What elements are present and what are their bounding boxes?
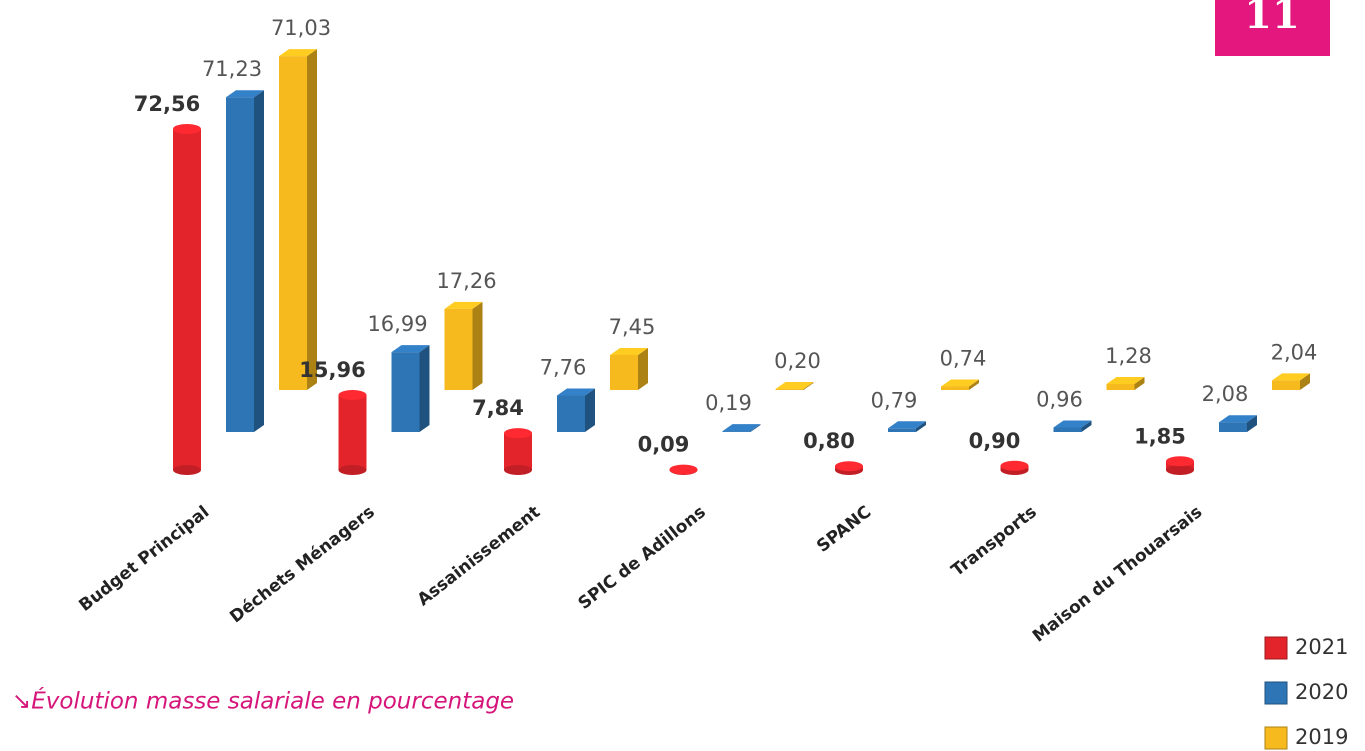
page-number: 11 — [1244, 0, 1300, 38]
bar-top — [279, 49, 317, 57]
value-label: 71,23 — [202, 57, 262, 81]
value-label: 15,96 — [299, 358, 365, 382]
value-label: 0,09 — [638, 433, 690, 457]
bar-side — [1134, 376, 1145, 390]
value-label: 0,20 — [774, 349, 821, 373]
bar-top — [338, 389, 367, 400]
bar-top — [1000, 460, 1029, 471]
bar-top — [888, 421, 926, 429]
value-label: 7,45 — [609, 315, 656, 339]
value-label: 7,76 — [540, 356, 587, 380]
bar-side — [1081, 420, 1092, 432]
value-label: 72,56 — [134, 92, 200, 116]
bar-side — [419, 345, 430, 432]
bar — [888, 428, 916, 432]
legend-swatch — [1264, 726, 1288, 750]
x-tick-label: Déchets Ménagers — [226, 502, 378, 627]
bar-side — [472, 301, 483, 390]
bar — [279, 56, 307, 391]
value-label: 0,80 — [803, 429, 855, 453]
legend-swatch — [1264, 636, 1288, 660]
bar-top — [1166, 456, 1194, 467]
x-tick-label: SPANC — [813, 502, 875, 557]
bar — [775, 389, 804, 390]
bar — [722, 431, 751, 432]
x-tick-label: Assainissement — [414, 502, 544, 610]
caption: ↘Évolution masse salariale en pourcentag… — [12, 687, 514, 715]
legend-swatch — [1264, 681, 1288, 705]
bar-top — [444, 301, 483, 309]
bar-top — [775, 382, 814, 390]
x-tick-label: Transports — [948, 502, 1041, 581]
bar-side — [307, 49, 317, 391]
bar-bottom — [338, 465, 367, 475]
value-label: 71,03 — [271, 16, 331, 40]
bar-top — [669, 464, 698, 475]
bar-bottom — [1166, 465, 1194, 475]
bar — [557, 395, 585, 432]
bar-side — [638, 347, 648, 390]
bar-side — [254, 90, 264, 433]
page-badge — [1215, 0, 1330, 56]
bar-top — [226, 90, 264, 98]
value-label: 0,96 — [1036, 387, 1083, 411]
x-tick-label: Budget Principal — [75, 502, 213, 616]
bar-top — [1272, 373, 1310, 381]
bar — [504, 433, 532, 470]
value-label: 0,90 — [969, 429, 1021, 453]
bar-side — [585, 388, 595, 432]
value-label: 17,26 — [436, 269, 496, 293]
bar — [941, 386, 969, 390]
legend-label: 2021 — [1295, 635, 1348, 659]
bar — [391, 352, 420, 432]
bar — [1106, 383, 1135, 390]
bar-top — [835, 461, 863, 472]
bar — [338, 394, 367, 470]
bar-top — [722, 424, 761, 432]
bar-side — [1247, 415, 1257, 432]
bar — [226, 97, 254, 433]
bar-side — [1300, 373, 1310, 390]
bar-bottom — [504, 465, 532, 475]
bar-top — [391, 345, 430, 353]
legend-label: 2019 — [1295, 725, 1348, 749]
value-label: 0,74 — [940, 347, 987, 371]
bar-top — [610, 347, 648, 355]
value-label: 0,79 — [871, 388, 918, 412]
value-label: 16,99 — [367, 312, 427, 336]
bar-top — [1053, 420, 1092, 428]
bar-top — [557, 388, 595, 396]
x-tick-label: SPIC de Adillons — [575, 502, 710, 614]
bar-top — [941, 379, 979, 387]
value-label: 1,28 — [1105, 344, 1152, 368]
bar — [1272, 380, 1300, 390]
bar-side — [750, 424, 761, 432]
value-label: 2,04 — [1271, 340, 1318, 364]
value-label: 7,84 — [472, 396, 524, 420]
x-tick-label: Maison du Thouarsais — [1029, 502, 1206, 647]
bar — [173, 128, 201, 470]
value-label: 2,08 — [1202, 382, 1249, 406]
bar — [1053, 427, 1082, 432]
value-label: 0,19 — [705, 391, 752, 415]
bar-bottom — [173, 465, 201, 475]
bar-top — [1219, 415, 1257, 423]
bar-side — [916, 421, 926, 432]
bar — [1219, 422, 1247, 432]
bar — [444, 308, 473, 390]
bar-side — [969, 379, 979, 390]
value-label: 1,85 — [1134, 424, 1186, 448]
bar-top — [504, 428, 532, 439]
bar — [610, 354, 638, 390]
bar-top — [1106, 376, 1145, 384]
bar-side — [803, 382, 814, 390]
legend-label: 2020 — [1295, 680, 1348, 704]
bar-top — [173, 123, 201, 134]
